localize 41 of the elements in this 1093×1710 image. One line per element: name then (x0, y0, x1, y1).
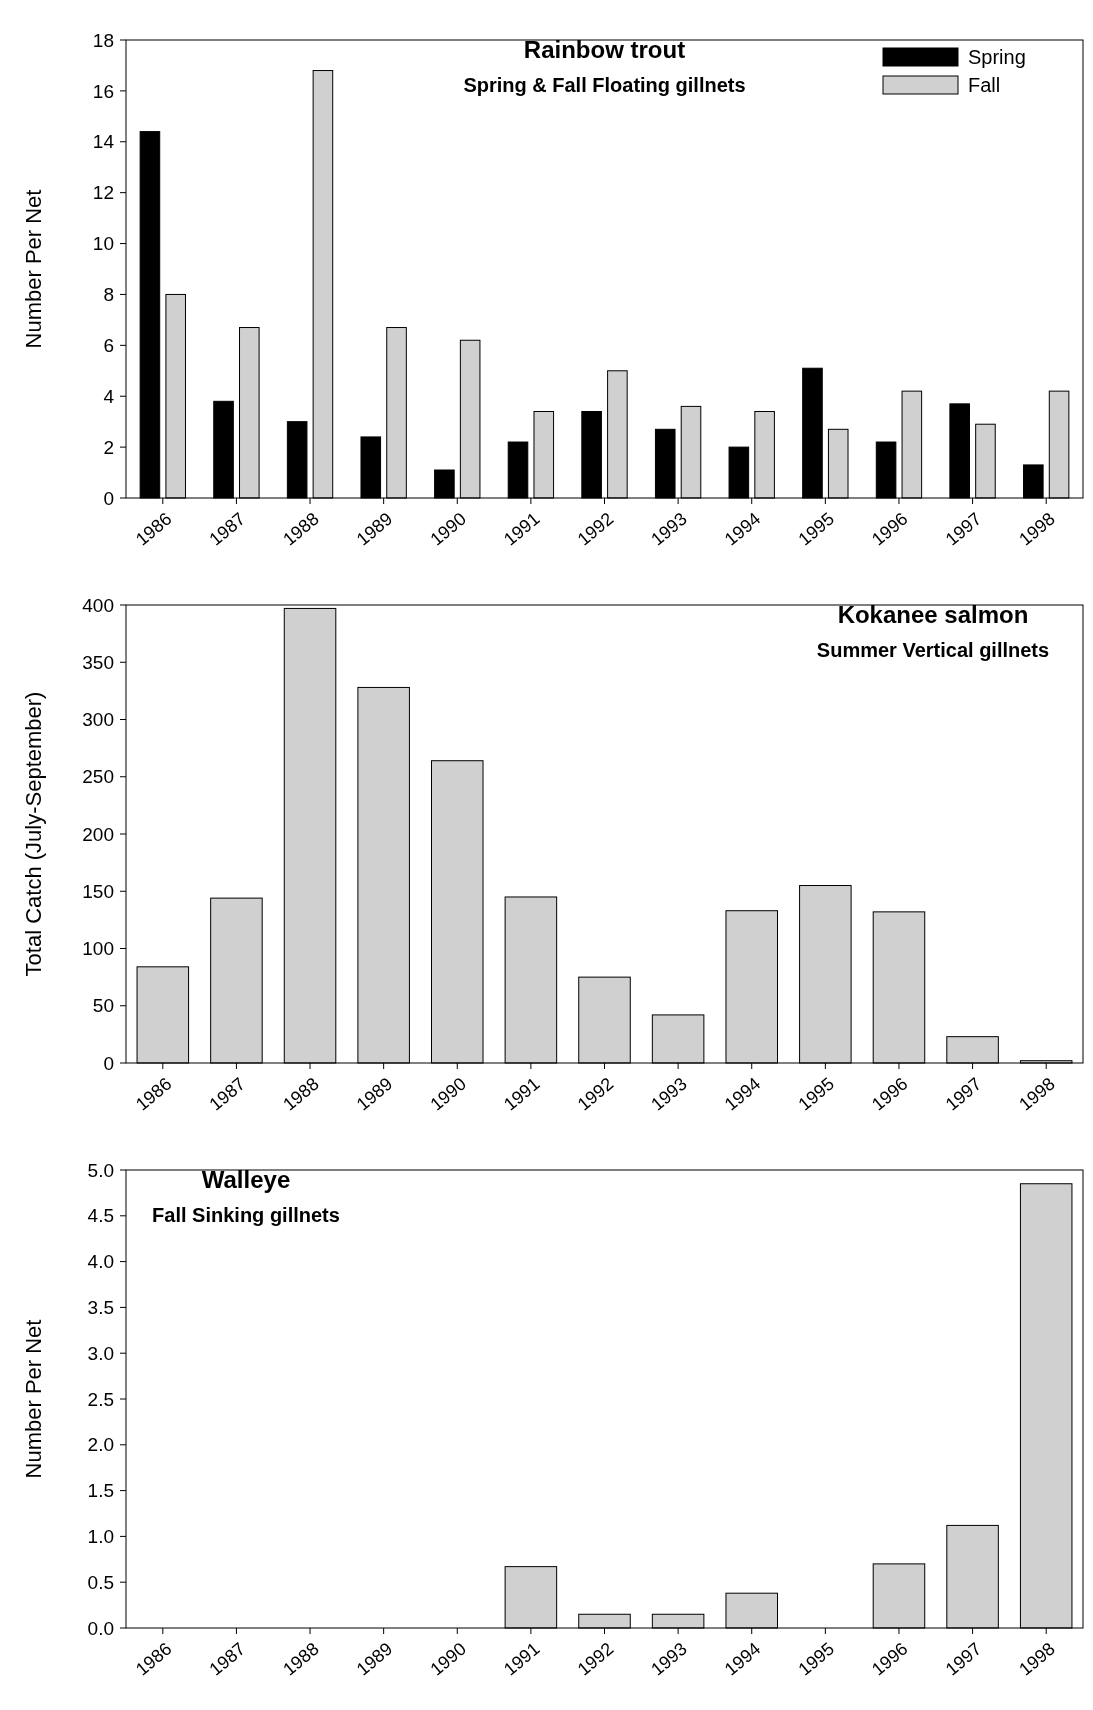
y-tick-label: 50 (92, 995, 114, 1017)
y-tick-label: 18 (92, 29, 114, 51)
y-tick-label: 2.5 (87, 1388, 114, 1410)
y-tick-label: 1.0 (87, 1526, 114, 1548)
y-tick-label: 0 (103, 1052, 114, 1074)
text: Spring & Fall Floating gillnets (463, 74, 746, 96)
y-tick-label: 3.0 (87, 1342, 114, 1364)
y-tick-label: 150 (82, 880, 114, 902)
y-tick-label: 350 (82, 651, 114, 673)
legend-label: Spring (968, 46, 1026, 68)
y-tick-label: 4.0 (87, 1251, 114, 1273)
y-tick-label: 0.0 (87, 1617, 114, 1639)
y-tick-label: 5.0 (87, 1159, 114, 1181)
chart-title: Kokanee salmon (837, 601, 1029, 628)
y-tick-label: 12 (92, 182, 114, 204)
y-axis-title: Number Per Net (21, 189, 46, 349)
y-tick-label: 2 (103, 436, 114, 458)
y-tick-label: 4 (103, 385, 115, 407)
y-tick-label: 8 (103, 284, 114, 306)
text: Summer Vertical gillnets (816, 639, 1050, 661)
y-tick-label: 100 (82, 938, 114, 960)
y-tick-label: 3.5 (87, 1297, 114, 1319)
text: Fall Sinking gillnets (152, 1204, 340, 1226)
y-tick-label: 10 (92, 233, 114, 255)
y-tick-label: 0 (103, 487, 114, 509)
y-tick-label: 6 (103, 334, 114, 356)
chart-title: Walleye (201, 1166, 291, 1193)
legend-label: Fall (968, 74, 1001, 96)
y-tick-label: 200 (82, 823, 114, 845)
y-tick-label: 400 (82, 594, 114, 616)
y-tick-label: 2.0 (87, 1434, 114, 1456)
y-axis-title: Total Catch (July-September) (21, 691, 46, 977)
y-axis-title: Number Per Net (21, 1319, 46, 1479)
y-tick-label: 16 (92, 80, 114, 102)
y-tick-label: 1.5 (87, 1480, 114, 1502)
chart-title: Rainbow trout (523, 36, 686, 63)
y-tick-label: 250 (82, 766, 114, 788)
y-tick-label: 0.5 (87, 1571, 114, 1593)
y-tick-label: 14 (92, 131, 115, 153)
y-tick-label: 300 (82, 709, 114, 731)
y-tick-label: 4.5 (87, 1205, 114, 1227)
